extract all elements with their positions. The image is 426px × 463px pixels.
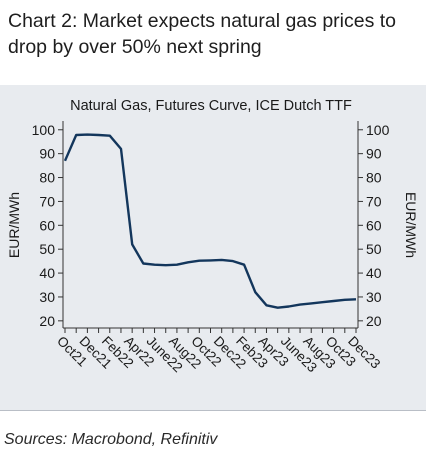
series-line bbox=[63, 133, 357, 309]
y-axis-label-right: EUR/MWh bbox=[403, 192, 419, 258]
line-chart: Natural Gas, Futures Curve, ICE Dutch TT… bbox=[6, 98, 419, 375]
y-tick-label-right: 90 bbox=[366, 146, 382, 162]
y-tick-label-right: 100 bbox=[366, 122, 390, 138]
sources-note: Sources: Macrobond, Refinitiv bbox=[4, 431, 218, 448]
y-tick-label-left: 20 bbox=[39, 313, 55, 329]
axes bbox=[62, 121, 359, 329]
y-tick-label-left: 60 bbox=[39, 217, 55, 233]
y-tick-label-right: 60 bbox=[366, 217, 382, 233]
y-tick-label-right: 20 bbox=[366, 313, 382, 329]
series-layer bbox=[63, 133, 357, 309]
y-tick-label-right: 70 bbox=[366, 193, 382, 209]
y-tick-label-right: 50 bbox=[366, 241, 382, 257]
chart-title: Natural Gas, Futures Curve, ICE Dutch TT… bbox=[70, 98, 352, 114]
y-axis-label-left: EUR/MWh bbox=[6, 192, 22, 258]
y-tick-label-left: 40 bbox=[39, 265, 55, 281]
y-tick-label-left: 30 bbox=[39, 289, 55, 305]
y-tick-label-left: 100 bbox=[32, 122, 56, 138]
y-tick-label-left: 80 bbox=[39, 170, 55, 186]
y-tick-label-right: 30 bbox=[366, 289, 382, 305]
chart-heading: Chart 2: Market expects natural gas pric… bbox=[8, 10, 397, 58]
y-tick-label-right: 80 bbox=[366, 170, 382, 186]
chart-panel: Natural Gas, Futures Curve, ICE Dutch TT… bbox=[0, 85, 426, 411]
panel-divider bbox=[0, 410, 426, 411]
y-tick-label-left: 90 bbox=[39, 146, 55, 162]
y-tick-label-right: 40 bbox=[366, 265, 382, 281]
y-tick-label-left: 50 bbox=[39, 241, 55, 257]
y-tick-label-left: 70 bbox=[39, 193, 55, 209]
